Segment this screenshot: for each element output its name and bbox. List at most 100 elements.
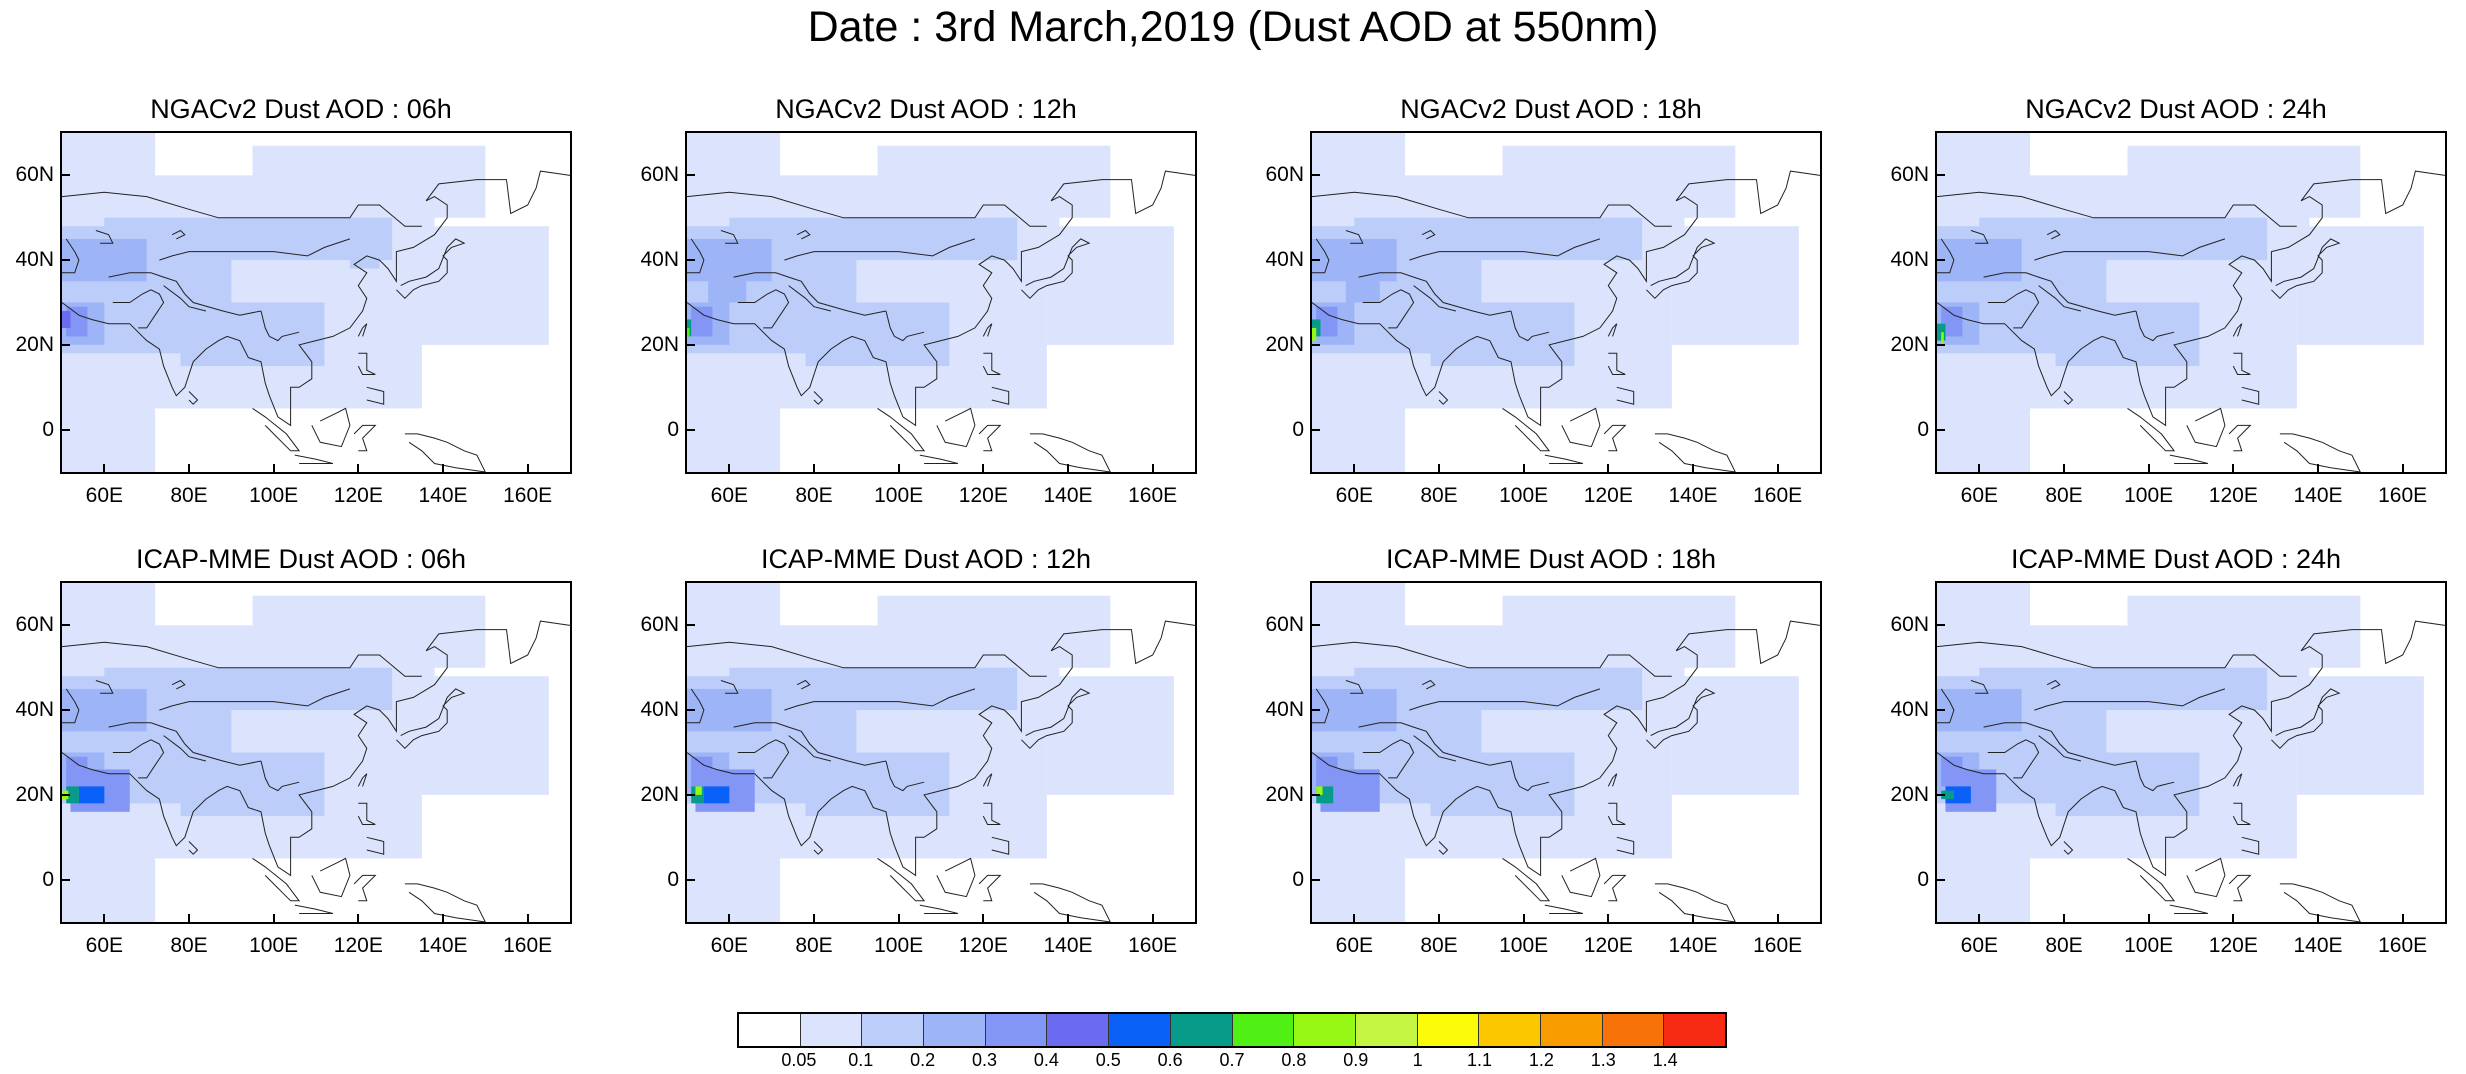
latitude-tick <box>62 793 70 796</box>
latitude-label: 60N <box>1890 613 1929 637</box>
longitude-tick <box>1776 914 1779 922</box>
latitude-label: 0 <box>1917 867 1929 891</box>
coastline <box>1607 773 1618 787</box>
coastline <box>982 352 1001 375</box>
aod-shading-cell <box>95 251 130 269</box>
map-panel-ngac-24: NGACv2 Dust AOD : 24h 60N 40N 20N 0 60E 80E 100… <box>1875 92 2466 552</box>
panel-title: NGACv2 Dust AOD : 24h <box>2025 94 2327 124</box>
aod-shading-cell <box>687 688 772 732</box>
coastline <box>357 802 376 825</box>
coastline <box>687 170 1195 427</box>
coastline <box>2186 857 2226 898</box>
colorbar-tick-label: 0.2 <box>910 1050 936 1070</box>
coastline <box>112 739 165 779</box>
colorbar-swatch <box>1417 1014 1480 1046</box>
colorbar-swatch <box>1540 1014 1603 1046</box>
latitude-tick <box>1312 793 1320 796</box>
longitude-label: 140E <box>1668 484 1718 507</box>
latitude-tick <box>1937 259 1945 262</box>
coastline <box>163 735 207 762</box>
longitude-label: 140E <box>2293 484 2343 507</box>
colorbar <box>737 1012 1727 1048</box>
coastline <box>1937 238 1955 274</box>
coastline <box>813 391 824 405</box>
latitude-label: 40N <box>1890 698 1929 722</box>
coastline <box>1616 386 1635 405</box>
longitude-label: 140E <box>1668 934 1718 957</box>
coastline <box>188 841 199 855</box>
colorbar-tick-label: 0.1 <box>848 1050 874 1070</box>
longitude-tick <box>103 914 106 922</box>
coastline <box>1987 739 2040 779</box>
coastline <box>396 688 466 750</box>
longitude-label: 60E <box>85 484 124 507</box>
coastline <box>1029 433 1111 472</box>
aod-shading-cell <box>66 786 79 804</box>
latitude-label: 20N <box>15 332 54 356</box>
coastline <box>1409 238 1601 261</box>
latitude-tick <box>687 709 695 712</box>
coastline <box>1358 272 1512 316</box>
longitude-label: 160E <box>503 484 553 507</box>
coastline <box>171 679 186 690</box>
latitude-label: 20N <box>15 782 54 806</box>
longitude-tick <box>1692 914 1694 922</box>
map-plot-area <box>1310 131 1822 474</box>
aod-shading-cell <box>687 327 690 337</box>
longitude-label: 120E <box>1583 484 1633 507</box>
coastline <box>1561 857 1601 898</box>
aod-shading-cell <box>62 310 71 328</box>
aod-shading-cell <box>877 145 1111 218</box>
coastline <box>1603 874 1627 902</box>
colorbar-tick-label: 1.3 <box>1590 1050 1616 1070</box>
coastline <box>936 857 976 898</box>
longitude-tick <box>728 914 731 922</box>
longitude-label: 160E <box>1128 484 1178 507</box>
coastline <box>796 229 811 240</box>
coastline <box>1021 238 1091 300</box>
longitude-tick <box>2317 464 2319 472</box>
longitude-label: 140E <box>1043 484 1093 507</box>
aod-map <box>687 583 1195 922</box>
coastline <box>877 407 926 452</box>
colorbar-swatch <box>1479 1014 1541 1046</box>
latitude-tick <box>1937 793 1945 796</box>
aod-shading-cell <box>2127 595 2361 668</box>
coastline <box>95 680 114 694</box>
latitude-label: 60N <box>15 163 54 187</box>
aod-shading-cell <box>2296 226 2424 345</box>
coastline <box>2038 285 2082 312</box>
colorbar-swatch <box>1602 1014 1665 1046</box>
aod-shading-cell <box>180 752 325 817</box>
latitude-tick <box>687 259 695 262</box>
latitude-tick <box>62 174 70 177</box>
map-plot-area <box>1310 581 1822 924</box>
colorbar-tick-label: 1.4 <box>1652 1050 1678 1070</box>
coastline <box>2279 433 2361 472</box>
coastline <box>687 641 1047 677</box>
aod-shading-cell <box>1316 306 1338 337</box>
coastline <box>1544 454 1584 464</box>
coastline <box>159 238 351 261</box>
coastline <box>1987 289 2040 329</box>
coastline <box>1544 904 1584 914</box>
coastline <box>788 735 832 762</box>
coastline <box>62 641 422 677</box>
aod-shading-cell <box>252 145 486 218</box>
coastline <box>357 773 368 787</box>
aod-shading-cell <box>1979 667 2268 711</box>
longitude-tick <box>442 464 444 472</box>
coastline <box>1654 883 1736 922</box>
coastline <box>1438 391 1449 405</box>
longitude-label: 100E <box>2124 934 2174 957</box>
coastline <box>737 289 790 329</box>
coastline <box>885 760 925 792</box>
coastline <box>108 722 262 766</box>
coastline <box>991 836 1010 855</box>
aod-shading-cell <box>78 786 105 804</box>
longitude-label: 60E <box>1335 934 1374 957</box>
aod-map <box>1937 583 2445 922</box>
longitude-tick <box>1607 914 1610 922</box>
longitude-label: 160E <box>2378 484 2428 507</box>
coastline <box>357 323 368 337</box>
